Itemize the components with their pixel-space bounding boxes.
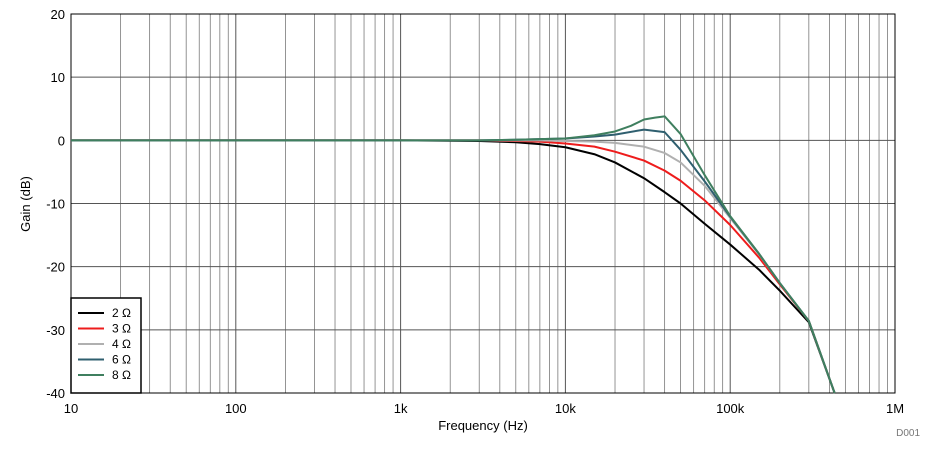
x-tick-label: 10k <box>555 401 576 416</box>
legend-label-1: 2 Ω <box>112 306 131 320</box>
y-tick-label: 0 <box>58 133 65 148</box>
y-tick-label: -10 <box>46 197 65 212</box>
legend-label-2: 3 Ω <box>112 322 131 336</box>
legend-label-4: 6 Ω <box>112 353 131 367</box>
x-tick-labels: 10 100 1k 10k 100k 1M <box>64 401 904 416</box>
watermark: D001 <box>896 428 920 439</box>
series-layer <box>71 115 836 394</box>
legend-label-3: 4 Ω <box>112 337 131 351</box>
y-tick-labels: 20 10 0 -10 -20 -30 -40 <box>46 7 65 401</box>
y-axis-label: Gain (dB) <box>18 176 33 232</box>
x-tick-label: 100 <box>225 401 247 416</box>
x-tick-label: 1k <box>394 401 408 416</box>
major-gridlines <box>70 13 896 394</box>
x-tick-label: 1M <box>886 401 904 416</box>
plot-area-frame <box>70 13 896 394</box>
series-line-5 <box>71 115 836 394</box>
y-tick-label: -40 <box>46 386 65 401</box>
y-tick-label: -20 <box>46 260 65 275</box>
y-tick-label: -30 <box>46 323 65 338</box>
legend: 2 Ω 3 Ω4 Ω 6 Ω8 Ω <box>70 297 142 394</box>
y-tick-label: 20 <box>51 7 65 22</box>
legend-label-5: 8 Ω <box>112 368 131 382</box>
series-line-4 <box>71 128 836 394</box>
x-axis-label: Frequency (Hz) <box>438 418 528 433</box>
x-tick-label: 10 <box>64 401 78 416</box>
x-tick-label: 100k <box>716 401 745 416</box>
y-tick-label: 10 <box>51 70 65 85</box>
